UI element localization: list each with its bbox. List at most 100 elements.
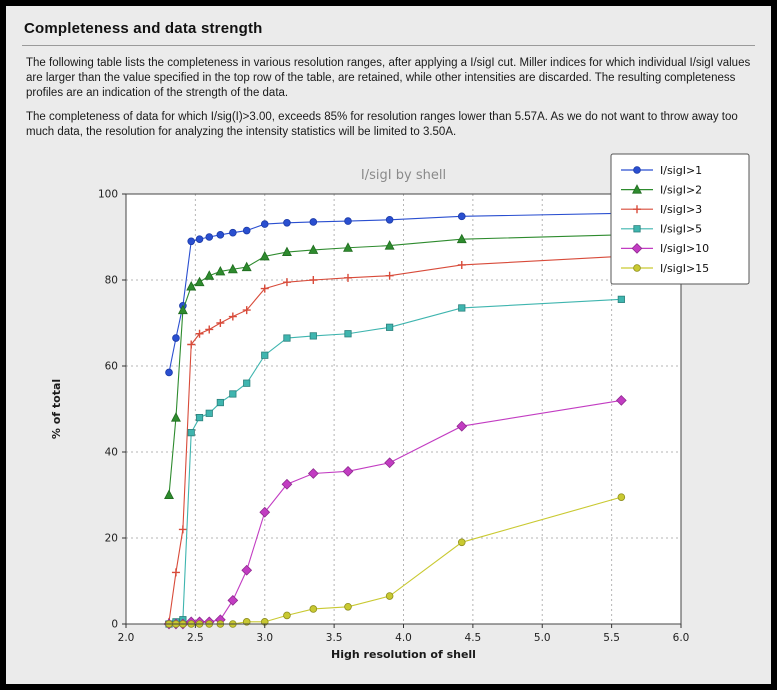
point-marker xyxy=(229,390,237,398)
point-marker xyxy=(195,329,204,338)
point-marker xyxy=(631,243,643,254)
point-marker xyxy=(205,325,214,334)
point-marker xyxy=(186,280,197,291)
point-marker xyxy=(281,246,292,257)
point-marker xyxy=(241,261,252,272)
point-marker xyxy=(187,429,195,437)
point-marker xyxy=(227,263,238,274)
point-marker xyxy=(344,217,352,225)
y-axis-label: % of total xyxy=(50,379,63,439)
point-marker xyxy=(457,212,466,221)
legend-label: I/sigI>10 xyxy=(660,242,709,255)
point-marker xyxy=(385,271,394,280)
point-marker xyxy=(194,276,205,287)
x-tick-label: 5.0 xyxy=(534,632,551,644)
point-marker xyxy=(309,605,318,613)
point-marker xyxy=(171,568,180,577)
point-marker xyxy=(216,398,224,407)
point-marker xyxy=(187,237,196,246)
legend-item-i-sigi-3: I/sigI>3 xyxy=(621,203,702,216)
intro-paragraph: The following table lists the completene… xyxy=(26,57,751,99)
title-divider xyxy=(22,45,755,46)
legend-label: I/sigI>5 xyxy=(660,223,702,236)
point-marker xyxy=(617,493,626,501)
point-marker xyxy=(343,242,353,252)
series-line-i-sigi-5 xyxy=(168,298,622,625)
y-tick-label: 20 xyxy=(105,533,118,545)
point-marker xyxy=(242,306,251,315)
point-marker xyxy=(282,278,291,287)
point-marker xyxy=(615,395,627,406)
point-marker xyxy=(633,225,641,233)
point-marker xyxy=(384,457,395,469)
point-marker xyxy=(308,244,319,254)
legend-label: I/sigI>2 xyxy=(660,183,702,196)
summary-paragraph: The completeness of data for which I/sig… xyxy=(26,111,738,138)
point-marker xyxy=(281,478,293,490)
y-tick-label: 40 xyxy=(105,447,118,459)
x-tick-label: 4.5 xyxy=(465,632,482,644)
axes: 2.0 2.5 3.0 3.5 4.0 4.5 5.0 5.5 6.0 0 20 40 60 80 100 xyxy=(98,189,689,645)
point-marker xyxy=(260,284,269,293)
point-marker xyxy=(457,260,466,269)
series-line-i-sigi-2 xyxy=(168,234,622,496)
chart-title: I/sigI by shell xyxy=(361,168,446,183)
point-marker xyxy=(632,184,642,194)
x-tick-label: 3.5 xyxy=(326,632,343,644)
point-marker xyxy=(172,334,180,342)
point-marker xyxy=(187,340,196,349)
point-marker xyxy=(259,506,271,518)
series-i-sigi-2 xyxy=(164,229,627,499)
point-marker xyxy=(227,594,239,606)
point-marker xyxy=(205,233,214,241)
page-title: Completeness and data strength xyxy=(24,20,263,37)
x-tick-label: 5.5 xyxy=(603,632,620,644)
point-marker xyxy=(633,264,641,272)
point-marker xyxy=(259,250,270,261)
point-marker xyxy=(261,351,269,359)
point-marker xyxy=(309,276,318,284)
legend: I/sigI>1 I/sigI>2 I/sigI>3 I/sigI>5 I/sigI>1… xyxy=(610,153,750,285)
point-marker xyxy=(456,420,468,432)
point-marker xyxy=(385,216,394,224)
point-marker xyxy=(309,332,317,340)
x-tick-label: 6.0 xyxy=(673,632,690,644)
y-tick-label: 0 xyxy=(111,619,118,631)
y-tick-label: 100 xyxy=(98,189,118,201)
legend-item-i-sigi-2: I/sigI>2 xyxy=(621,183,702,196)
point-marker xyxy=(384,240,395,250)
point-marker xyxy=(229,228,237,237)
series-i-sigi-1 xyxy=(165,209,626,377)
point-marker xyxy=(307,468,319,479)
point-marker xyxy=(195,235,204,243)
point-marker xyxy=(309,218,318,226)
x-tick-label: 3.0 xyxy=(256,632,273,644)
legend-label: I/sigI>3 xyxy=(660,203,702,216)
point-marker xyxy=(344,273,352,282)
point-marker xyxy=(170,412,181,422)
point-marker xyxy=(228,312,237,321)
point-marker xyxy=(456,233,467,244)
point-marker xyxy=(241,564,253,576)
legend-box xyxy=(610,153,750,285)
y-tick-label: 80 xyxy=(105,275,118,287)
point-marker xyxy=(386,323,394,331)
point-marker xyxy=(458,304,466,312)
point-marker xyxy=(242,226,251,235)
point-marker xyxy=(205,409,213,417)
legend-label: I/sigI>1 xyxy=(660,164,702,177)
point-marker xyxy=(178,525,187,534)
series-line-i-sigi-3 xyxy=(168,255,622,622)
point-marker xyxy=(216,231,225,239)
legend-label: I/sigI>15 xyxy=(660,262,709,275)
legend-item-i-sigi-10: I/sigI>10 xyxy=(621,242,709,255)
point-marker xyxy=(385,592,394,600)
completeness-chart: 2.0 2.5 3.0 3.5 4.0 4.5 5.0 5.5 6.0 0 20 40 60 80 100 I… xyxy=(36,149,756,661)
point-marker xyxy=(164,489,174,499)
point-marker xyxy=(344,602,352,611)
series-line-i-sigi-1 xyxy=(168,212,622,373)
point-marker xyxy=(342,465,354,477)
point-marker xyxy=(195,413,204,422)
x-axis-label: High resolution of shell xyxy=(331,648,476,661)
point-marker xyxy=(215,265,226,276)
